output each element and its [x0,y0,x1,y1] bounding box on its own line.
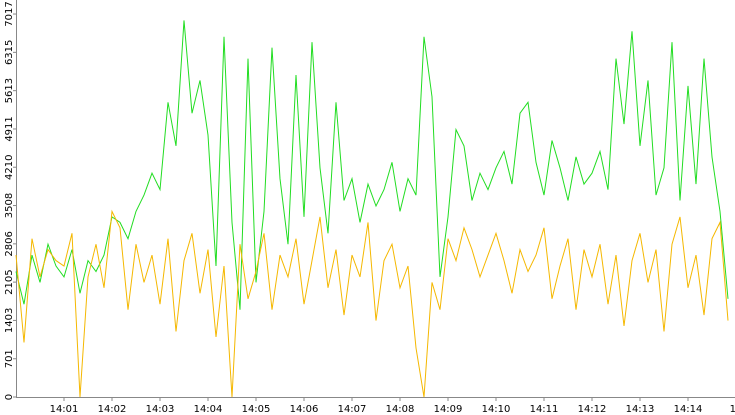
y-tick-label: 2806 [4,231,15,256]
x-tick-label: 14:06 [290,404,319,415]
x-tick-label: 14:11 [530,404,559,415]
series-line [15,209,729,398]
y-tick-label: 4210 [4,155,15,180]
y-tick-label: 2105 [4,269,15,294]
y-tick-label: 4911 [4,116,15,141]
x-tick-label: 14:12 [578,404,607,415]
x-tick-label: 14:07 [338,404,367,415]
x-tick-label: 14:08 [386,404,415,415]
y-tick-label: 6315 [4,40,15,65]
x-tick-label: 14:13 [626,404,655,415]
x-tick-label: 14:02 [98,404,127,415]
x-tick-label: 14:03 [146,404,175,415]
x-tick-label: 14 [730,404,735,415]
y-tick-label: 3508 [4,193,15,218]
x-tick-label: 14:09 [434,404,463,415]
y-tick-label: 701 [4,349,15,368]
y-tick-label: 7017 [4,1,15,26]
x-tick-label: 14:14 [674,404,703,415]
x-tick-label: 14:04 [194,404,223,415]
x-tick-label: 14:01 [50,404,79,415]
y-tick-label: 1403 [4,308,15,333]
series-line [15,20,729,310]
y-tick-label: 0 [4,394,15,400]
y-tick-label: 5613 [4,78,15,103]
x-tick-label: 14:10 [482,404,511,415]
x-tick-label: 14:05 [242,404,271,415]
